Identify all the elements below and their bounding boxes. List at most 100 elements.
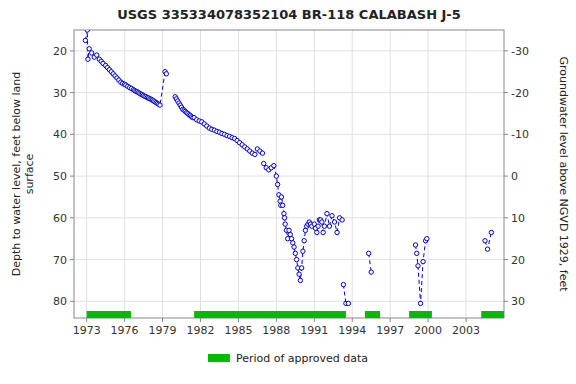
data-point [320,220,324,224]
grid-line-x [390,30,391,318]
series-line [343,285,348,304]
data-point [253,152,257,156]
data-point [282,211,286,215]
data-point [95,53,99,57]
x-tick [86,318,87,322]
data-point [298,278,302,282]
y2-tick [504,176,508,177]
y2-tick [504,92,508,93]
series-line [175,97,262,155]
data-point [283,222,287,226]
grid [74,30,504,318]
x-tick [124,318,125,322]
y2-axis-label: Groundwater level above NGVD 1929, feet [557,56,570,292]
data-point [330,214,334,218]
x-tick-label: 1985 [224,324,252,337]
grid-line-x [428,30,429,318]
grid-line-y [74,259,504,260]
data-point [262,161,266,165]
grid-line-y [74,301,504,302]
y-tick-label: 60 [53,212,67,225]
y2-tick [504,134,508,135]
grid-line-x [314,30,315,318]
y-tick-label: 20 [53,45,67,58]
data-point [340,218,344,222]
approved-band [194,311,346,318]
y-tick-label: 80 [53,295,67,308]
axes: 1973197619791982198519881991199419972000… [53,45,529,337]
title: USGS 335334078352104 BR-118 CALABASH J-5 [117,7,461,22]
grid-line-y [74,134,504,135]
x-tick [466,318,467,322]
y2-tick [504,259,508,260]
grid-line-x [466,30,467,318]
data-point [274,174,278,178]
approved-bands [87,311,504,318]
data-point [158,103,162,107]
data-point [86,57,90,61]
y-tick-label: 30 [53,87,67,100]
grid-line-x [238,30,239,318]
series-line [85,30,166,105]
x-tick [162,318,163,322]
y-axis-label-line: surface [23,153,36,194]
y2-tick [504,301,508,302]
approved-band [87,311,131,318]
data-point [279,195,283,199]
y2-tick [504,50,508,51]
grid-line-y [74,50,504,51]
x-tick [238,318,239,322]
data-point [485,247,489,251]
data-point [321,230,325,234]
y2-tick-label: 30 [511,295,525,308]
x-tick-label: 1982 [186,324,214,337]
data-point [421,259,425,263]
plot-frame [74,30,504,318]
data-point [83,38,87,42]
x-tick-label: 1988 [262,324,290,337]
data-point [415,251,419,255]
y2-tick-label: -20 [511,87,529,100]
x-tick [314,318,315,322]
x-tick [352,318,353,322]
y-tick [70,134,74,135]
y2-tick-label: -30 [511,45,529,58]
data-point [164,72,168,76]
data-point [299,266,303,270]
data-point [297,272,301,276]
series-line [369,253,372,272]
grid-line-x [86,30,87,318]
data-point [327,224,331,228]
data-point [302,239,306,243]
data-point [272,163,276,167]
data-point [335,230,339,234]
y-tick-label: 40 [53,128,67,141]
legend-label: Period of approved data [236,352,368,365]
y-tick [70,217,74,218]
x-tick-label: 1979 [149,324,177,337]
data-point [294,257,298,261]
y2-tick-label: -10 [511,128,529,141]
x-tick-label: 2003 [452,324,480,337]
x-tick-label: 1973 [73,324,101,337]
y2-tick [504,217,508,218]
data-point [489,230,493,234]
data-point [416,264,420,268]
legend: Period of approved data [208,352,368,365]
data-point [275,182,279,186]
y2-tick-label: 10 [511,212,525,225]
chart: 1973197619791982198519881991199419972000… [0,0,576,384]
y2-tick-label: 20 [511,254,525,267]
data-point [260,151,264,155]
data-point [425,236,429,240]
data-point [483,239,487,243]
data-point [85,30,89,32]
grid-line-x [200,30,201,318]
y-tick-label: 50 [53,170,67,183]
data-point [87,47,91,51]
x-tick [200,318,201,322]
y-tick-label: 70 [53,254,67,267]
approved-band [409,311,432,318]
data-point [90,51,94,55]
data-point [341,282,345,286]
